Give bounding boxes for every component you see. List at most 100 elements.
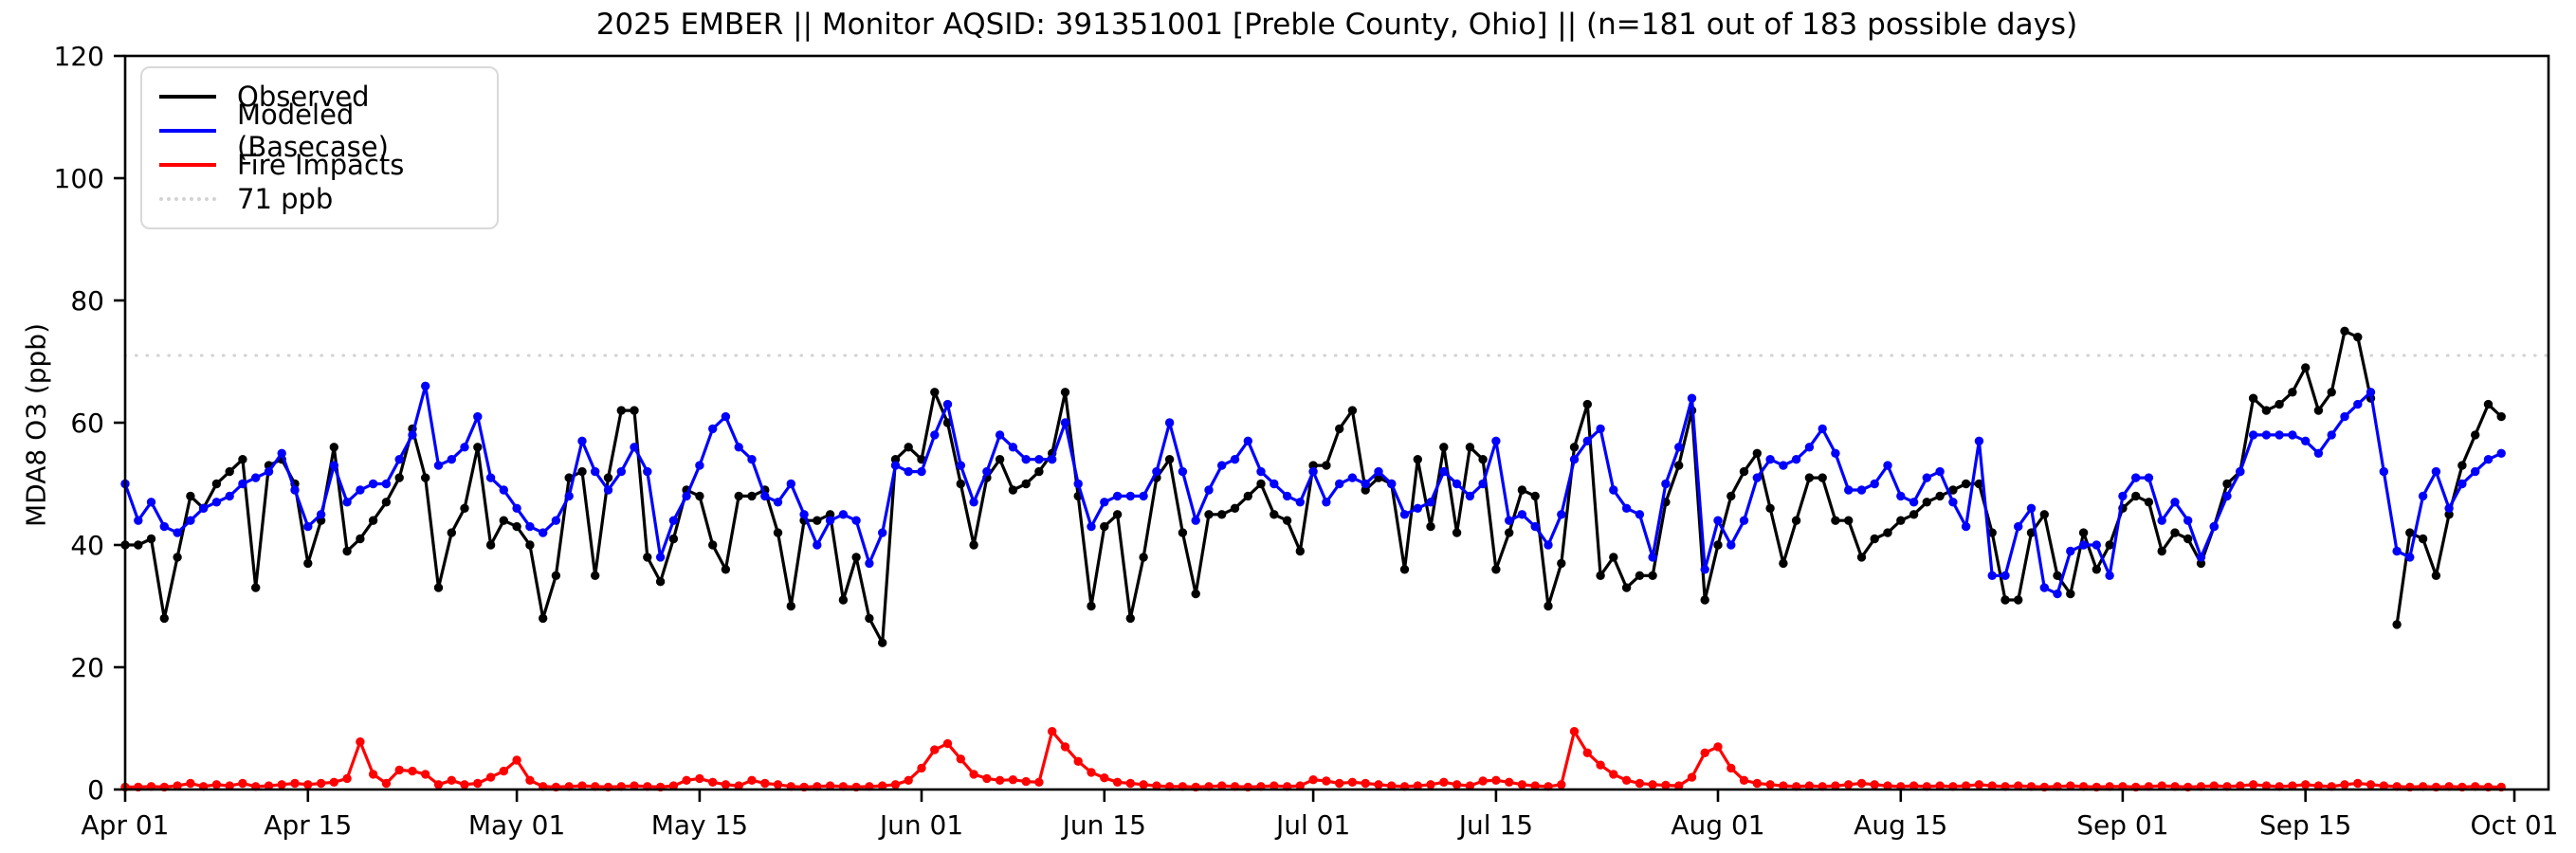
modeled-marker <box>2418 491 2428 501</box>
fire-impacts-marker <box>1831 781 1840 790</box>
modeled-marker <box>1961 521 1971 532</box>
legend-label: 71 ppb <box>237 183 334 215</box>
observed-marker <box>1883 528 1892 537</box>
fire-impacts-marker <box>1478 776 1488 786</box>
fire-impacts-marker <box>1726 763 1736 773</box>
fire-impacts-marker <box>1856 778 1867 789</box>
modeled-marker <box>930 430 940 440</box>
modeled-marker <box>381 479 392 489</box>
fire-impacts-marker <box>1765 780 1775 789</box>
modeled-marker <box>1374 466 1383 477</box>
modeled-marker <box>1308 466 1318 477</box>
observed-marker <box>1818 473 1827 482</box>
fire-impacts-marker <box>1883 781 1892 790</box>
observed-marker <box>786 601 795 611</box>
legend-item-observed: Observed <box>159 80 478 114</box>
modeled-marker <box>1452 479 1462 489</box>
observed-marker <box>2288 388 2297 397</box>
observed-marker <box>2301 363 2311 372</box>
observed-marker <box>747 491 757 501</box>
fire-impacts-marker <box>734 781 743 790</box>
threshold-line-swatch <box>159 197 216 201</box>
observed-marker <box>1987 528 1997 537</box>
modeled-marker <box>1974 436 1984 445</box>
modeled-marker <box>303 521 313 532</box>
observed-marker <box>1831 516 1840 525</box>
modeled-marker <box>473 411 483 422</box>
observed-marker <box>1844 516 1854 525</box>
modeled-marker <box>1426 498 1435 507</box>
observed-marker <box>146 534 156 544</box>
observed-marker <box>1413 455 1423 464</box>
fire-impacts-marker <box>356 737 365 747</box>
fire-impacts-marker <box>917 763 926 773</box>
modeled-marker <box>760 491 770 501</box>
legend: Observed Modeled (Basecase) Fire Impacts… <box>140 66 499 229</box>
fire-impacts-marker <box>1308 775 1318 785</box>
observed-marker <box>1948 485 1958 495</box>
fire-impacts-marker <box>1961 781 1971 790</box>
observed-marker <box>2471 430 2480 440</box>
observed-marker <box>329 443 338 452</box>
modeled-marker <box>2105 571 2114 580</box>
observed-marker <box>1465 443 1475 452</box>
modeled-marker <box>1322 498 1331 507</box>
modeled-marker <box>668 516 679 525</box>
observed-marker <box>1034 466 1044 477</box>
observed-marker <box>1256 479 1266 489</box>
modeled-marker <box>1739 516 1749 525</box>
modeled-marker <box>1791 455 1801 464</box>
fire-impacts-marker <box>525 775 535 785</box>
fire-impacts-marker <box>878 781 887 790</box>
fire-impacts-marker <box>904 775 913 785</box>
y-tick-label: 120 <box>54 41 104 72</box>
modeled-marker <box>1139 491 1148 501</box>
modeled-marker <box>564 491 574 501</box>
fire-impacts-marker <box>890 780 901 789</box>
fire-impacts-marker <box>969 770 978 779</box>
modeled-marker <box>1073 479 1083 489</box>
observed-marker <box>2131 491 2141 501</box>
modeled-marker <box>264 466 274 477</box>
fire-impacts-marker <box>2248 780 2258 789</box>
fire-impacts-marker <box>408 766 417 776</box>
fire-impacts-marker <box>225 781 234 790</box>
observed-marker <box>1765 503 1775 513</box>
observed-marker <box>1557 558 1566 569</box>
fire-impacts-marker <box>1844 780 1854 789</box>
observed-marker <box>2261 406 2272 415</box>
observed-marker <box>2313 406 2324 415</box>
fire-impacts-marker <box>277 780 286 789</box>
modeled-marker <box>460 443 469 452</box>
modeled-marker <box>682 491 691 501</box>
observed-marker <box>668 534 679 544</box>
modeled-marker <box>551 516 561 525</box>
modeled-marker <box>1270 479 1279 489</box>
observed-marker <box>995 455 1005 464</box>
observed-marker <box>2418 534 2428 544</box>
observed-marker <box>1308 461 1318 470</box>
modeled-marker <box>499 485 508 495</box>
modeled-marker <box>721 411 731 422</box>
observed-marker <box>1609 553 1618 562</box>
observed-marker <box>1621 583 1632 592</box>
observed-marker <box>356 534 365 544</box>
observed-marker <box>616 406 626 415</box>
modeled-marker <box>2471 466 2480 477</box>
fire-impacts-marker <box>290 778 300 789</box>
modeled-marker <box>917 466 926 477</box>
legend-label: Modeled (Basecase) <box>237 99 389 163</box>
modeled-marker <box>1335 479 1344 489</box>
observed-marker <box>1060 388 1070 397</box>
observed-marker <box>1100 521 1109 532</box>
x-tick-label: Sep 15 <box>2259 809 2351 841</box>
modeled-marker <box>1387 479 1397 489</box>
modeled-marker <box>2288 430 2297 440</box>
modeled-marker <box>2039 583 2049 592</box>
modeled-marker <box>2026 503 2037 513</box>
fire-impacts-marker <box>381 778 392 789</box>
modeled-marker <box>708 424 718 434</box>
observed-marker <box>1008 485 1018 495</box>
fire-impacts-marker <box>2014 781 2023 790</box>
observed-marker <box>551 571 561 580</box>
